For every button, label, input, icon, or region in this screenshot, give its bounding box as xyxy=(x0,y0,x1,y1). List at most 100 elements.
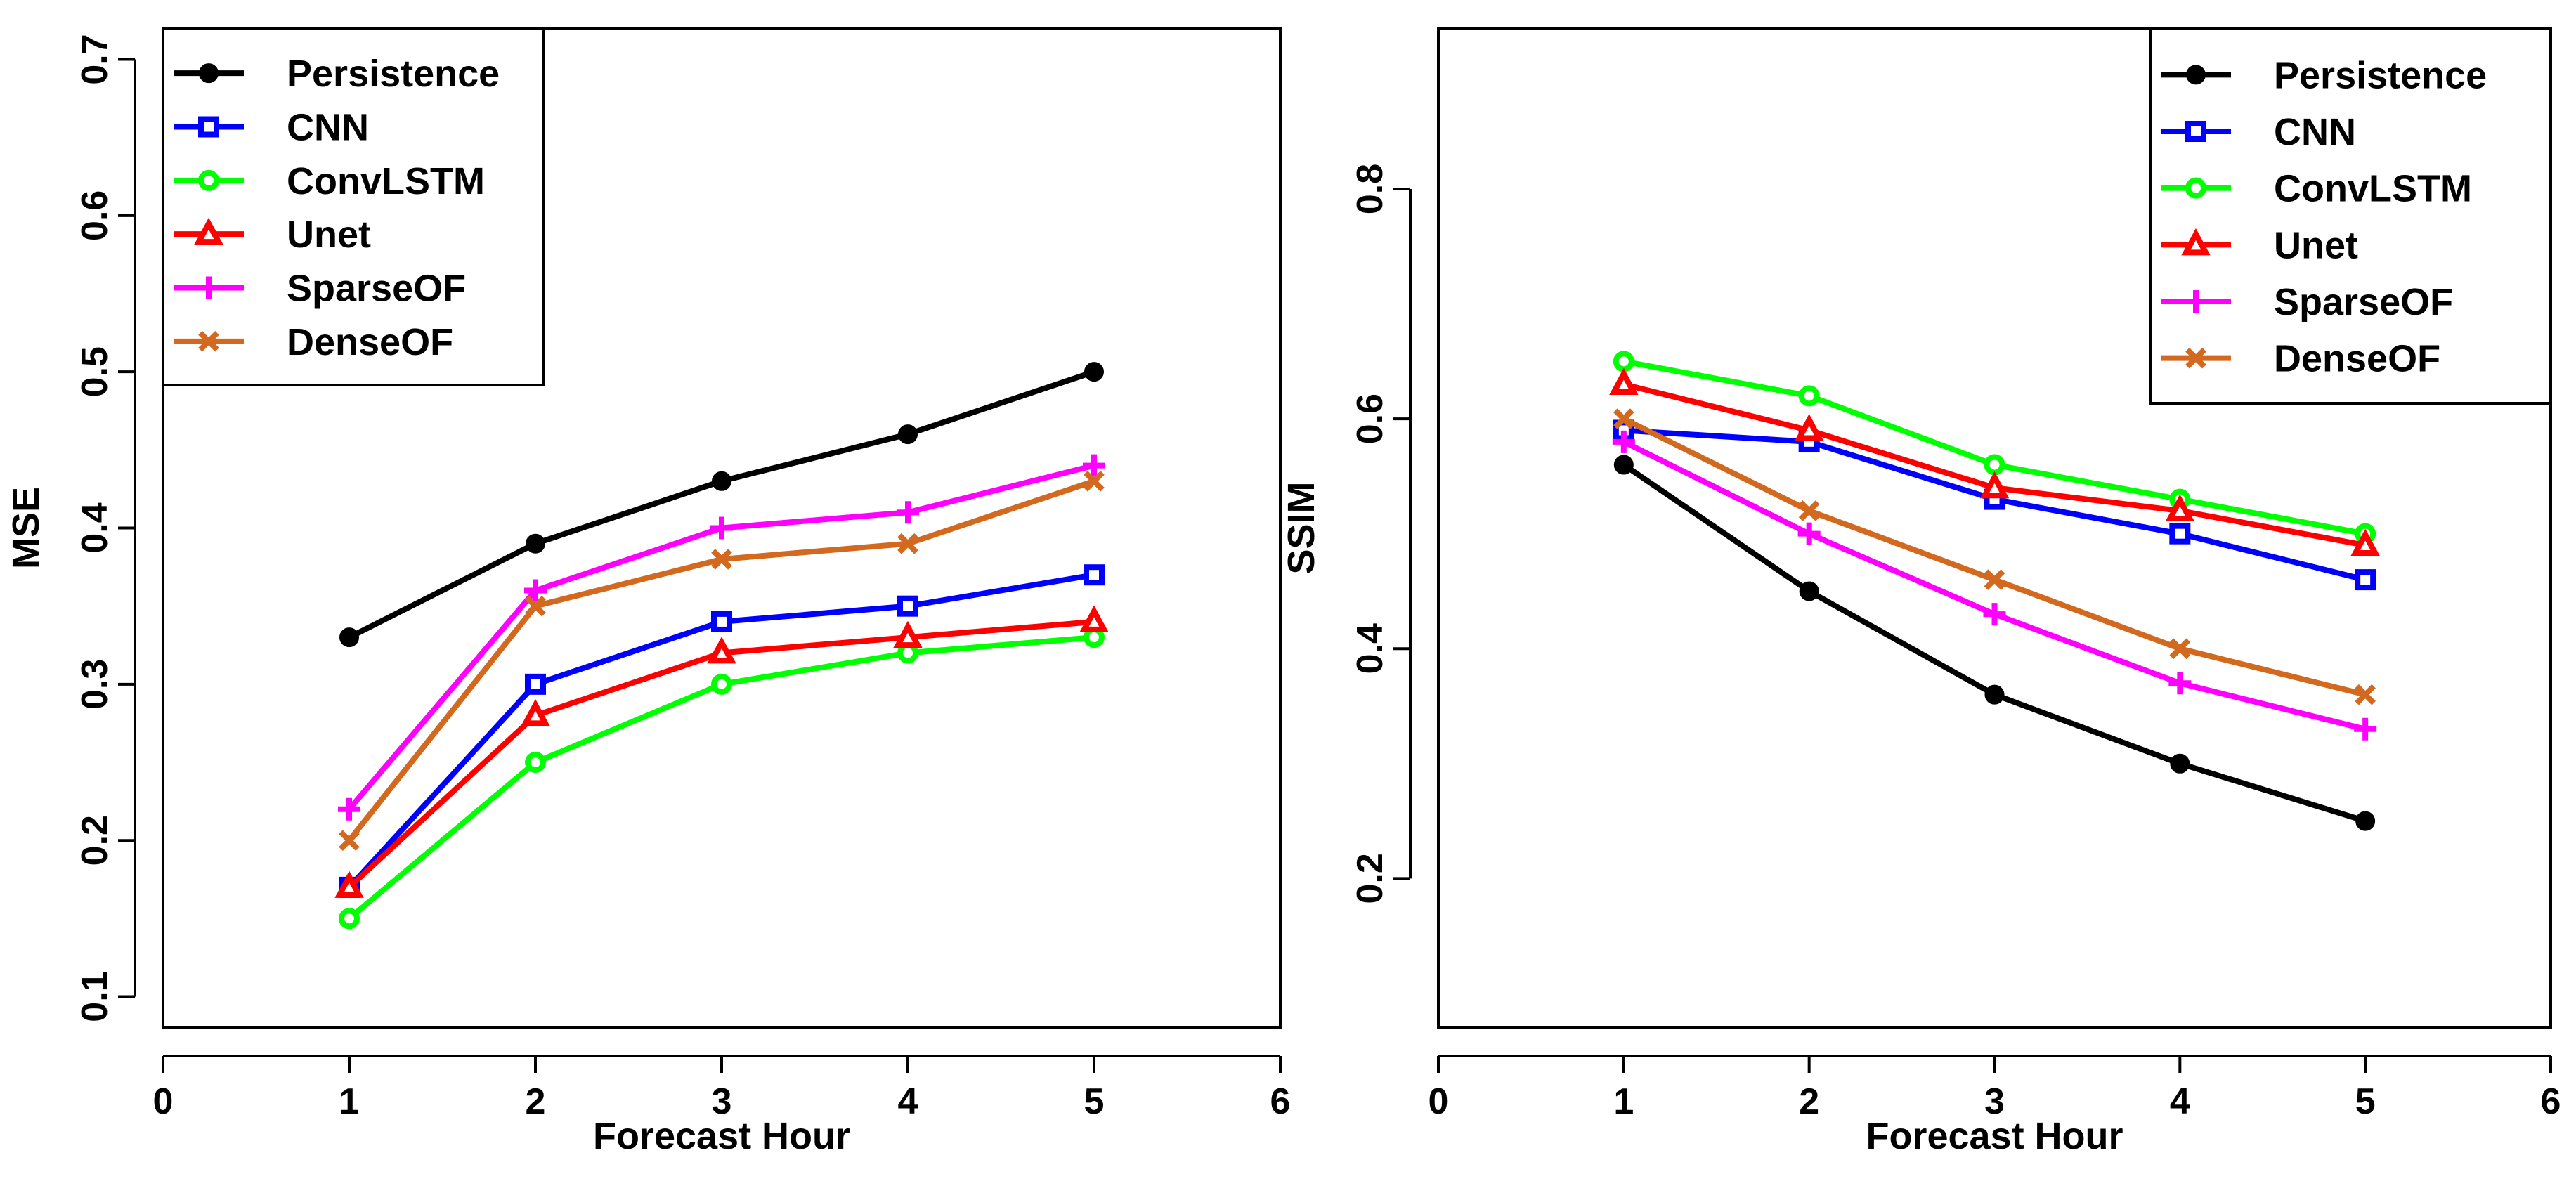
series-convlstm xyxy=(339,627,1105,930)
series-sparseof xyxy=(338,454,1105,821)
data-point xyxy=(521,698,550,726)
legend-marker xyxy=(2185,290,2207,313)
legend-marker xyxy=(198,331,219,352)
data-point xyxy=(1983,603,2006,626)
series-cnn xyxy=(339,564,1105,898)
y-tick-label: 0.4 xyxy=(1350,623,1391,674)
data-point xyxy=(1797,522,1821,545)
series-denseof xyxy=(339,470,1105,852)
legend-item-convlstm: ConvLSTM xyxy=(174,160,485,202)
data-point xyxy=(2355,811,2376,831)
data-point xyxy=(1799,581,1819,601)
data-point xyxy=(897,501,919,524)
legend-label: Unet xyxy=(2274,224,2358,266)
x-tick-label: 3 xyxy=(1984,1081,2005,1122)
legend-label: DenseOF xyxy=(2274,338,2440,380)
legend-marker xyxy=(2185,347,2206,369)
legend-marker xyxy=(194,217,223,245)
data-point xyxy=(1798,500,1820,521)
y-tick-label: 0.6 xyxy=(74,190,115,241)
data-point xyxy=(339,627,359,648)
data-point xyxy=(897,533,918,554)
x-tick-label: 3 xyxy=(712,1081,732,1122)
data-point xyxy=(2354,717,2377,741)
data-point xyxy=(2169,638,2191,660)
data-point xyxy=(338,797,360,821)
data-point xyxy=(1613,455,1634,475)
data-point xyxy=(339,830,360,852)
x-tick-label: 2 xyxy=(1799,1081,1819,1122)
data-point xyxy=(1798,385,1820,407)
data-point xyxy=(1612,430,1635,453)
legend-label: CNN xyxy=(287,107,369,149)
data-point xyxy=(711,673,732,695)
data-point xyxy=(1613,408,1634,429)
y-tick-label: 0.2 xyxy=(1350,853,1391,904)
legend-marker xyxy=(2185,177,2206,199)
legend-item-sparseof: SparseOF xyxy=(174,268,466,310)
legend-item-sparseof: SparseOF xyxy=(2161,281,2453,323)
x-tick-label: 6 xyxy=(2541,1081,2561,1122)
x-axis-label: Forecast Hour xyxy=(1866,1115,2123,1157)
series-denseof xyxy=(1613,408,2376,705)
data-point xyxy=(1609,367,1639,396)
plot-frame xyxy=(162,27,1282,1029)
legend-item-unet: Unet xyxy=(2161,224,2358,266)
y-tick-label: 0.5 xyxy=(74,346,115,397)
data-point xyxy=(1084,362,1104,382)
chart-panel-ssim: 0 1 2 3 4 5 6 Forecast Hour 0.2 0.4 0.6 0.8 SSIM Pers… xyxy=(1280,27,2561,1157)
data-point xyxy=(525,595,546,617)
y-tick-label: 0.4 xyxy=(74,502,115,553)
x-tick-label: 2 xyxy=(526,1081,546,1122)
data-point xyxy=(707,636,736,664)
series-sparseof xyxy=(1612,430,2377,741)
series-persistence xyxy=(339,362,1104,648)
data-point xyxy=(1084,564,1105,586)
y-axis-label: SSIM xyxy=(1280,481,1322,574)
data-point xyxy=(2168,672,2192,695)
series-unet xyxy=(1609,367,2380,556)
y-tick-label: 0.2 xyxy=(74,815,115,866)
data-point xyxy=(710,516,733,540)
x-tick-label: 0 xyxy=(1429,1081,1449,1122)
legend-label: Unet xyxy=(287,214,371,256)
data-point xyxy=(339,908,360,930)
data-point xyxy=(1613,351,1634,372)
x-tick-label: 1 xyxy=(339,1081,360,1122)
legend-marker xyxy=(197,276,220,299)
legend-item-cnn: CNN xyxy=(2161,111,2356,153)
data-point xyxy=(897,595,918,617)
x-tick-label: 4 xyxy=(898,1081,918,1122)
data-point xyxy=(526,533,545,554)
x-tick-label: 0 xyxy=(153,1081,174,1122)
series-line xyxy=(348,369,1095,640)
data-point xyxy=(2165,494,2195,521)
y-tick-label: 0.8 xyxy=(1350,164,1391,214)
legend-marker xyxy=(2186,65,2206,85)
data-point xyxy=(1979,471,2010,499)
data-point xyxy=(525,673,546,695)
x-tick-label: 5 xyxy=(1084,1081,1105,1122)
plot-frame xyxy=(1437,27,2552,1029)
x-tick-label: 6 xyxy=(1270,1081,1291,1122)
y-axis-label: MSE xyxy=(5,487,47,569)
data-point xyxy=(893,620,923,648)
data-point xyxy=(2355,684,2376,705)
series-line xyxy=(1622,462,2367,824)
data-point xyxy=(711,549,732,570)
legend-label: Persistence xyxy=(2274,54,2487,96)
data-point xyxy=(524,579,547,602)
legend-marker xyxy=(198,116,219,138)
y-tick-label: 0.7 xyxy=(74,34,115,84)
data-point xyxy=(1984,454,2005,476)
legend-box xyxy=(2149,27,2552,405)
data-point xyxy=(2355,569,2376,591)
y-tick-label: 0.1 xyxy=(74,971,115,1022)
series-persistence xyxy=(1613,455,2376,831)
x-tick-label: 1 xyxy=(1613,1081,1634,1122)
data-point xyxy=(1084,470,1105,492)
data-point xyxy=(898,424,918,445)
legend-item-persistence: Persistence xyxy=(2161,54,2487,96)
legend-label: Persistence xyxy=(287,53,500,95)
data-point xyxy=(712,471,731,491)
